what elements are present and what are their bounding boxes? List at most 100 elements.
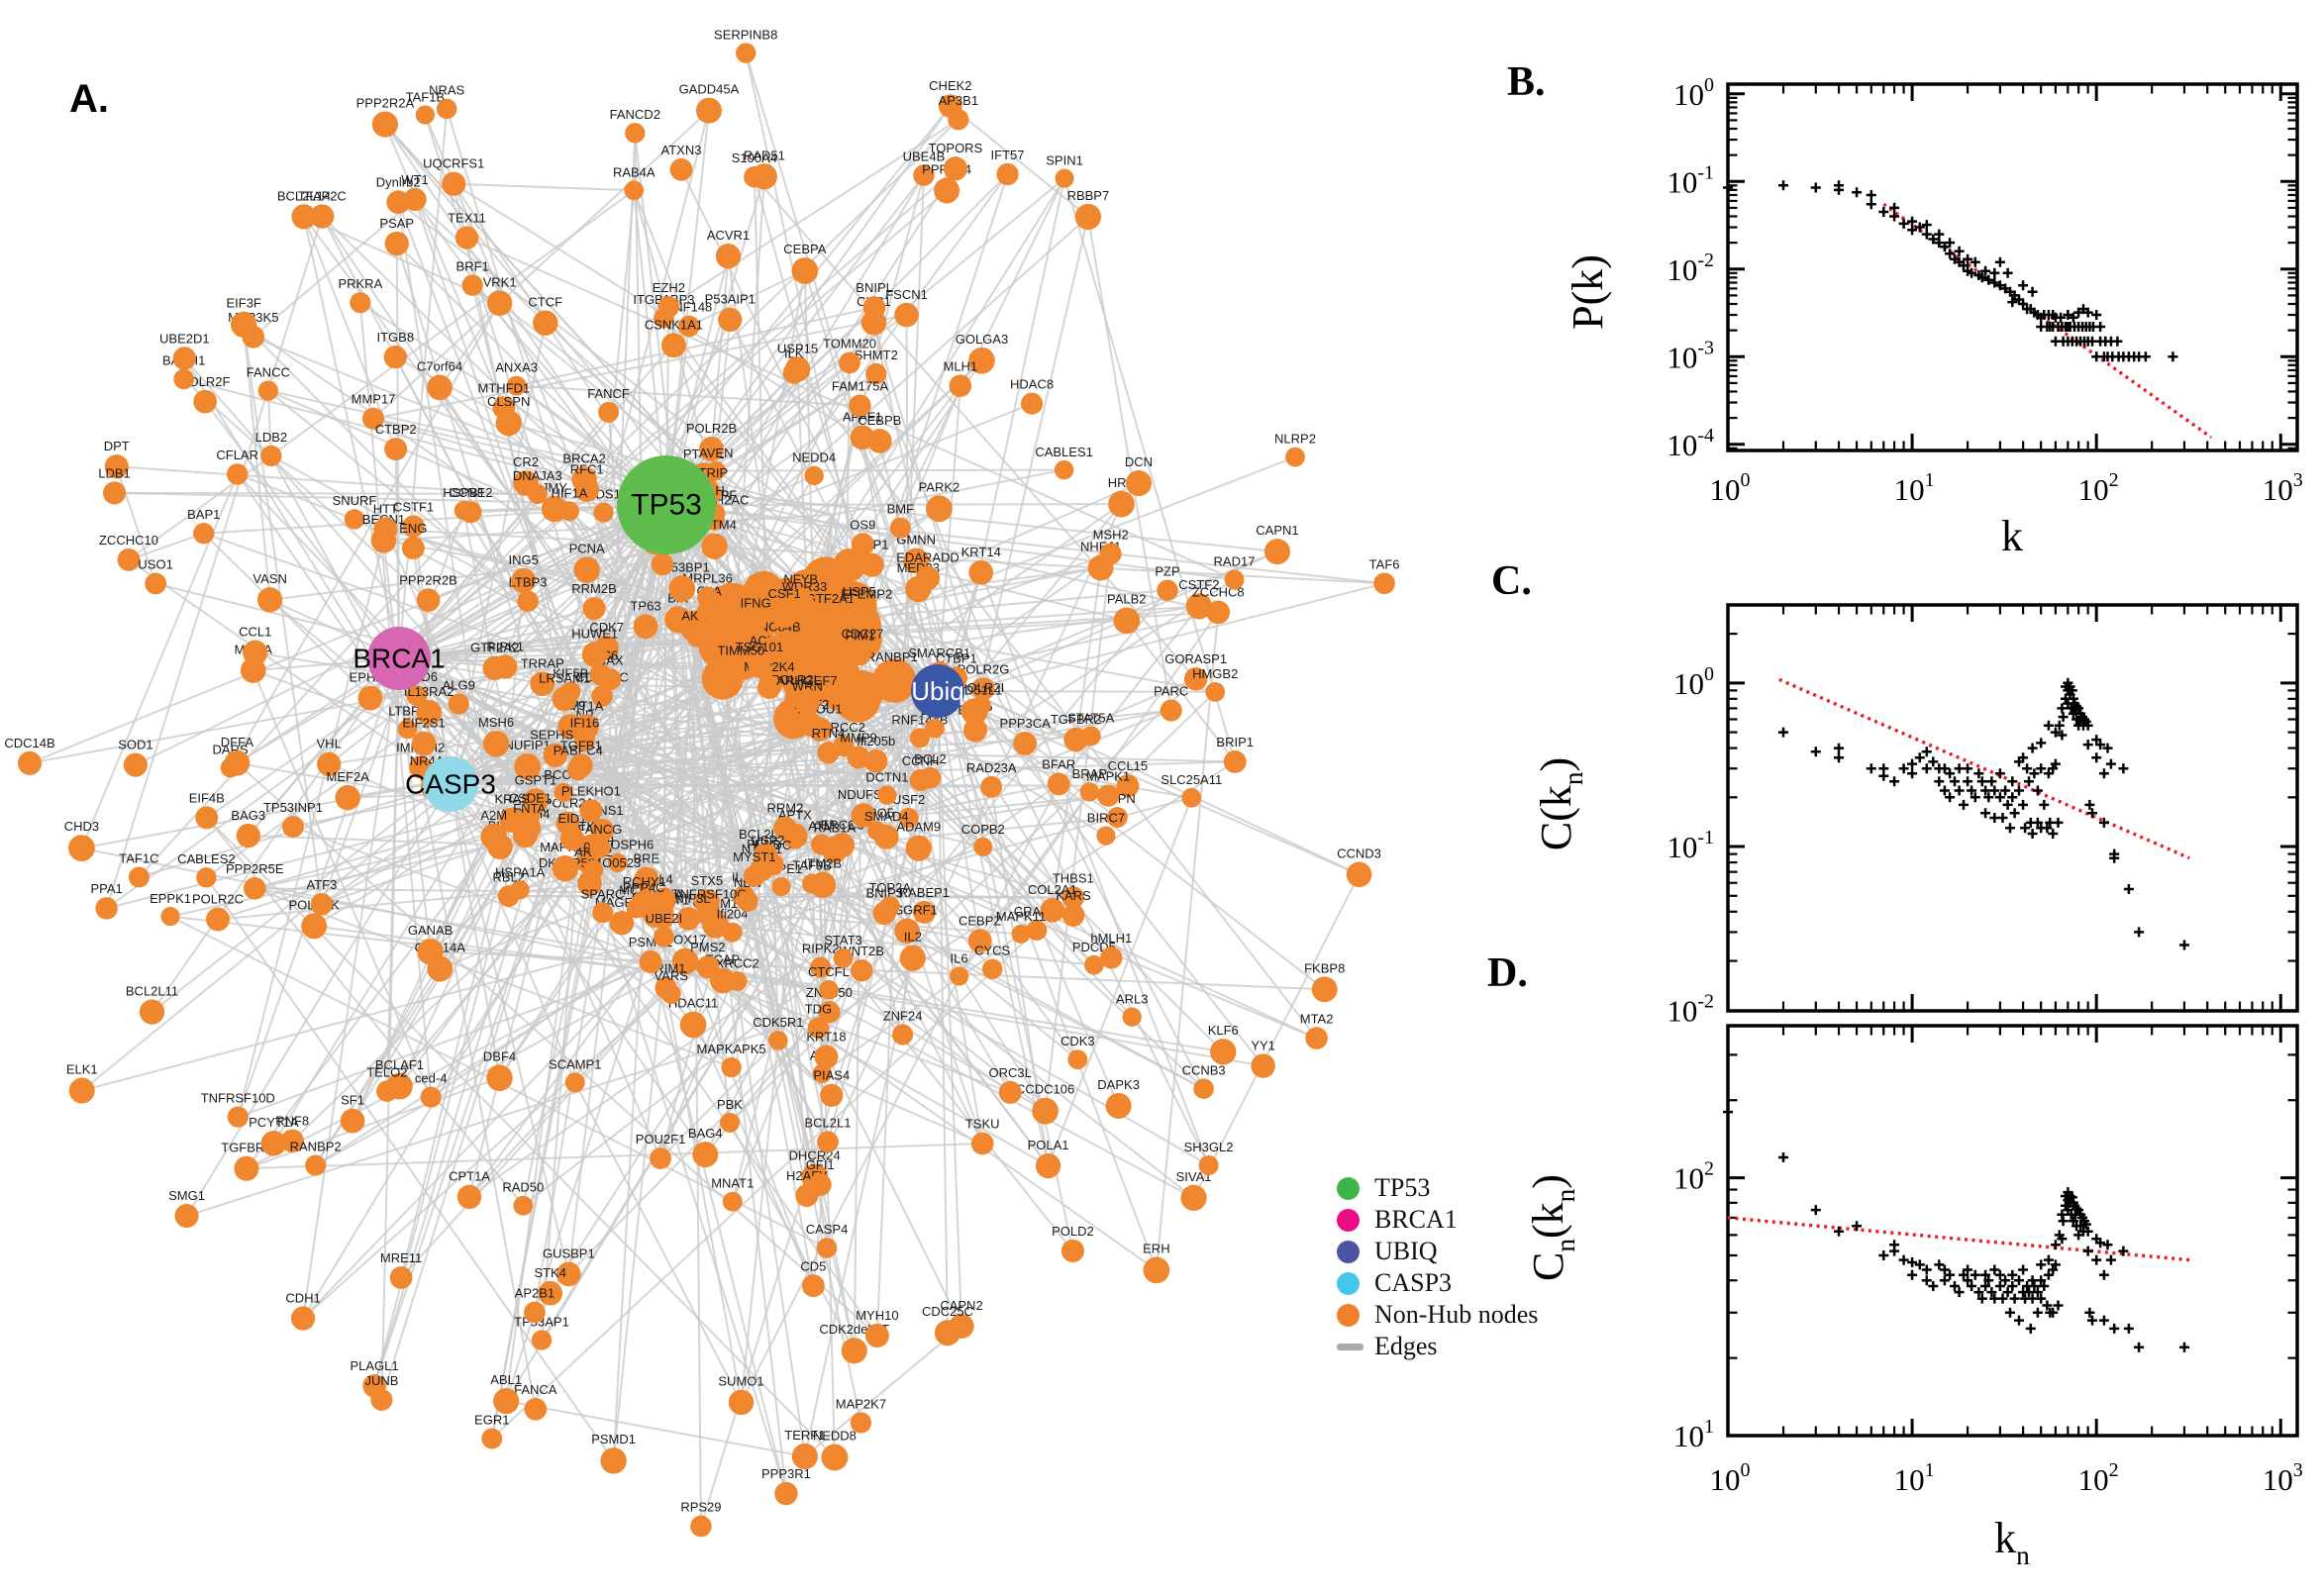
network-node-label: CDH1 xyxy=(285,1290,320,1305)
network-node-label: FNTA xyxy=(513,801,546,816)
network-node xyxy=(863,749,888,773)
network-node-label: RAD50 xyxy=(502,1180,544,1195)
network-edge xyxy=(237,657,400,1118)
network-node xyxy=(737,890,758,912)
network-edge xyxy=(740,783,1060,1403)
network-node-label: BAG4 xyxy=(688,1126,723,1141)
tick-label: 102 xyxy=(2078,1459,2119,1497)
network-node xyxy=(533,310,558,336)
network-node xyxy=(949,966,969,986)
network-node xyxy=(1122,1007,1142,1027)
network-node-label: PPP4C xyxy=(623,880,665,895)
network-node xyxy=(513,1195,534,1216)
network-edge xyxy=(267,389,833,516)
network-node xyxy=(808,1172,832,1197)
network-node-label: ZNF24 xyxy=(883,1008,923,1023)
network-node-label: NUFIP1 xyxy=(505,738,551,752)
network-node xyxy=(524,1301,546,1324)
network-edge xyxy=(754,875,1047,1112)
network-edge xyxy=(396,243,1074,917)
network-node-label: USF2 xyxy=(892,792,925,807)
network-node-label: CAPN2 xyxy=(940,1298,982,1313)
network-node xyxy=(881,665,903,686)
network-edge xyxy=(498,302,1129,787)
network-node xyxy=(841,1338,867,1364)
network-edge xyxy=(593,816,1118,871)
network-node-label: RIPK1 xyxy=(486,639,524,653)
network-node xyxy=(1084,954,1104,975)
panel-b-label: B. xyxy=(1507,59,1546,105)
network-node-label: MTA2 xyxy=(1300,1011,1334,1026)
network-node-label: VASN xyxy=(252,571,286,586)
network-node-label: CDC25C xyxy=(922,1304,973,1319)
network-edge xyxy=(1192,873,1361,1199)
network-node xyxy=(866,429,892,453)
network-node-label: PPP3R1 xyxy=(761,1466,811,1481)
network-node-label: KLF6 xyxy=(1208,1023,1239,1038)
network-node-label: DPT xyxy=(104,439,130,453)
network-node xyxy=(350,292,371,314)
network-edge xyxy=(373,653,596,1387)
network-node-label: ERCC2 xyxy=(822,720,865,735)
network-node-label: RIPK2 xyxy=(802,942,840,956)
network-node-label: BRF1 xyxy=(456,258,489,273)
network-node xyxy=(1035,1152,1061,1179)
network-node xyxy=(1113,607,1141,635)
network-node-label: RCHY1 xyxy=(623,874,666,889)
tick-label: 10-2 xyxy=(1666,990,1714,1028)
network-node-label: FANCG xyxy=(578,822,623,837)
network-node-label: P53AIP1 xyxy=(705,292,756,307)
network-node-label: BFAR xyxy=(1042,756,1075,771)
network-node xyxy=(817,1131,839,1153)
network-node-label: STAT5A xyxy=(1067,710,1115,725)
network-hubs: TP53 BRCA1 CASP3 Ubiq xyxy=(353,455,964,812)
network-node xyxy=(804,465,824,486)
network-node xyxy=(1143,1256,1170,1284)
network-node-label: RABEP1 xyxy=(899,885,950,900)
network-edge xyxy=(601,133,637,913)
network-node xyxy=(389,1266,413,1289)
network-node-label: GORASP1 xyxy=(1164,651,1227,666)
network-edge xyxy=(862,482,1140,817)
network-node xyxy=(821,1444,849,1471)
network-node xyxy=(791,257,819,284)
network-node-label: CTCF xyxy=(528,294,562,309)
network-node xyxy=(1185,593,1213,620)
panel-c-label: C. xyxy=(1491,558,1532,604)
network-node-label: ANXA3 xyxy=(495,360,538,375)
network-node xyxy=(774,1481,798,1506)
legend-item-label: TP53 xyxy=(1374,1173,1431,1202)
network-node xyxy=(791,587,811,607)
network-node-label: GTF2A2 xyxy=(470,641,519,655)
network-node xyxy=(598,401,620,423)
network-node-label: CR2 xyxy=(513,454,539,469)
network-node xyxy=(697,902,722,927)
network-node xyxy=(696,955,720,979)
network-node-label: CSNK1A1 xyxy=(645,317,703,332)
network-node-label: HSPB1 xyxy=(443,485,485,500)
network-edge xyxy=(821,1072,983,1145)
scatter-points xyxy=(1778,677,2189,950)
network-node-label: IL6 xyxy=(951,950,968,965)
network-node-label: TOP2A xyxy=(869,880,912,895)
network-node xyxy=(1067,1049,1088,1070)
network-edge xyxy=(450,600,529,785)
network-edge xyxy=(633,190,667,506)
network-node xyxy=(506,375,527,396)
network-edge xyxy=(831,514,1264,1067)
network-node xyxy=(442,171,466,196)
network-node-label: GUSBP1 xyxy=(543,1247,595,1261)
network-edge xyxy=(659,1040,779,1159)
network-node xyxy=(743,864,765,887)
network-node xyxy=(625,123,646,144)
network-node xyxy=(376,1080,398,1102)
network-node-label: TOPORS xyxy=(929,141,983,155)
network-node xyxy=(1125,469,1153,497)
network-node-label: RANBP2 xyxy=(290,1139,342,1153)
axis-title: P(k) xyxy=(1564,254,1612,330)
network-node xyxy=(608,852,628,873)
network-node xyxy=(722,1191,743,1212)
network-node xyxy=(653,908,674,930)
network-node xyxy=(818,1001,841,1024)
network-edge xyxy=(380,657,400,1400)
